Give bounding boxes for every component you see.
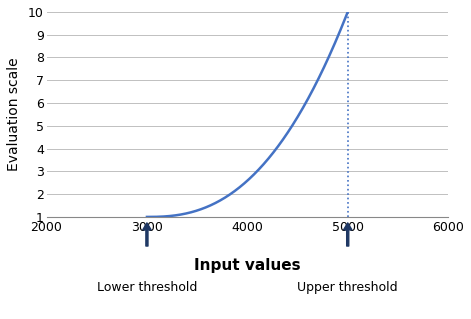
Text: Lower threshold: Lower threshold [97,281,197,294]
Y-axis label: Evaluation scale: Evaluation scale [7,58,21,171]
Text: Upper threshold: Upper threshold [297,281,398,294]
Text: Input values: Input values [194,258,300,273]
